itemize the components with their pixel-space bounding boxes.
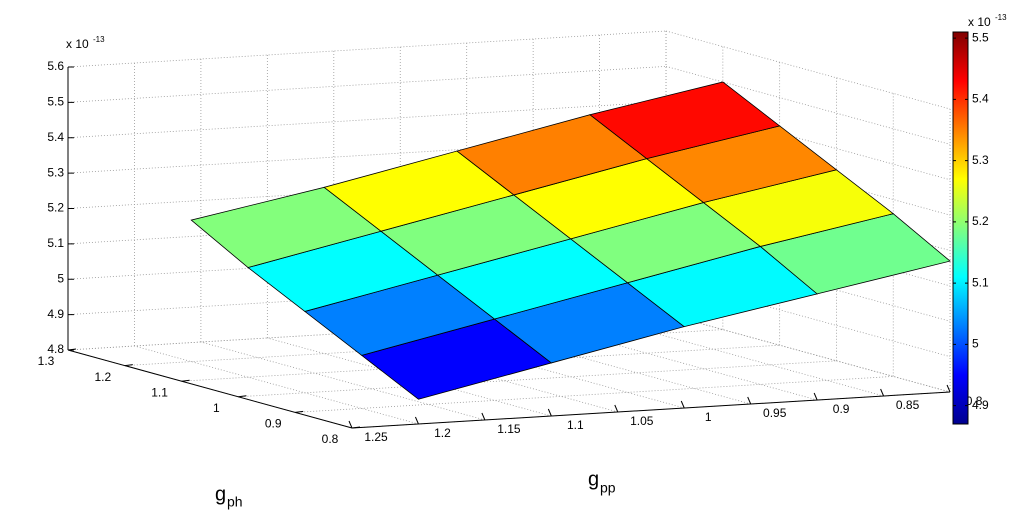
z-tick-label: 4.9 — [47, 307, 64, 321]
y-tick — [67, 348, 77, 351]
y-tick — [181, 379, 190, 382]
grid-line — [67, 313, 667, 351]
y-axis — [67, 349, 353, 429]
colorbar-tick-label: 5 — [972, 337, 979, 351]
y-axis-label-sub: ph — [227, 494, 243, 510]
grid-line — [665, 101, 951, 181]
colorbar-exponent-power: -13 — [995, 13, 1007, 22]
x-tick-label: 1.05 — [630, 414, 654, 428]
grid-line — [466, 325, 751, 405]
z-tick-label: 5.1 — [47, 236, 64, 250]
x-tick-label: 0.8 — [966, 394, 983, 408]
grid-line — [67, 207, 667, 245]
x-tick — [348, 420, 353, 429]
z-exponent-power: -13 — [93, 35, 105, 44]
grid-line — [67, 101, 667, 139]
grid-line — [599, 317, 884, 397]
grid-line — [665, 30, 951, 110]
colorbar — [952, 31, 969, 425]
grid-line — [67, 65, 667, 103]
grid-line — [533, 321, 818, 401]
y-axis-label: g — [215, 483, 226, 505]
grid-line — [67, 242, 667, 280]
y-tick-label: 0.9 — [265, 417, 282, 431]
y-tick — [238, 395, 247, 398]
grid-line — [67, 136, 667, 174]
colorbar-tick-label: 5.2 — [972, 214, 989, 228]
x-tick-label: 1.25 — [364, 430, 388, 444]
y-tick-label: 0.8 — [322, 432, 339, 446]
x-tick — [813, 392, 818, 401]
y-tick — [124, 364, 133, 367]
z-tick-label: 5.5 — [47, 95, 64, 109]
colorbar-tick-label: 5.5 — [972, 30, 989, 44]
x-tick — [547, 408, 552, 417]
z-tick-label: 5.3 — [47, 165, 64, 179]
x-tick — [946, 384, 951, 393]
grid-line — [238, 360, 837, 398]
colorbar-tick-label: 5.1 — [972, 275, 989, 289]
grid-line — [134, 345, 419, 425]
x-tick-label: 0.9 — [833, 402, 850, 416]
y-tick-label: 1 — [213, 401, 220, 415]
y-tick-label: 1.2 — [94, 370, 111, 384]
grid-line — [295, 376, 894, 413]
grid-line — [124, 329, 723, 366]
y-tick-label: 1.3 — [38, 354, 55, 368]
x-tick — [414, 416, 419, 425]
grid-line — [665, 313, 951, 393]
y-tick — [351, 426, 361, 429]
x-axis-label-sub: pp — [600, 480, 616, 496]
y-tick — [295, 410, 304, 413]
z-tick-label: 4.8 — [47, 342, 64, 356]
z-tick-label: 5.2 — [47, 201, 64, 215]
grid-line — [67, 172, 667, 209]
x-tick — [614, 404, 619, 413]
x-tick-label: 1.2 — [434, 426, 451, 440]
surface-face — [589, 81, 781, 160]
x-tick — [880, 388, 885, 397]
z-tick-label: 5 — [57, 271, 64, 285]
grid-line — [200, 341, 486, 421]
grid-line — [665, 278, 951, 358]
grid-line — [665, 65, 951, 145]
z-tick-label: 5.6 — [47, 59, 64, 73]
x-tick — [680, 400, 685, 409]
x-tick — [747, 396, 752, 405]
grid-line — [67, 278, 667, 316]
z-tick-label: 5.4 — [47, 130, 64, 144]
colorbar-tick-label: 5.3 — [972, 153, 989, 167]
x-axis — [351, 391, 951, 429]
x-tick-label: 1.15 — [497, 422, 521, 436]
x-tick — [481, 412, 486, 421]
colorbar-tick-label: 5.4 — [972, 92, 989, 106]
x-axis-label: g — [588, 468, 599, 490]
colorbar-tick-label: 4.9 — [972, 398, 989, 412]
grid-line — [400, 329, 685, 409]
x-tick-label: 0.85 — [896, 398, 920, 412]
grid-line — [181, 344, 780, 382]
y-tick-label: 1.1 — [151, 385, 168, 399]
x-tick-label: 1 — [705, 410, 712, 424]
x-tick-label: 0.95 — [763, 406, 787, 420]
x-tick-label: 1.1 — [567, 418, 584, 432]
z-exponent: x 10 — [66, 37, 89, 51]
grid-line — [67, 30, 667, 68]
colorbar-exponent: x 10 — [968, 15, 991, 29]
